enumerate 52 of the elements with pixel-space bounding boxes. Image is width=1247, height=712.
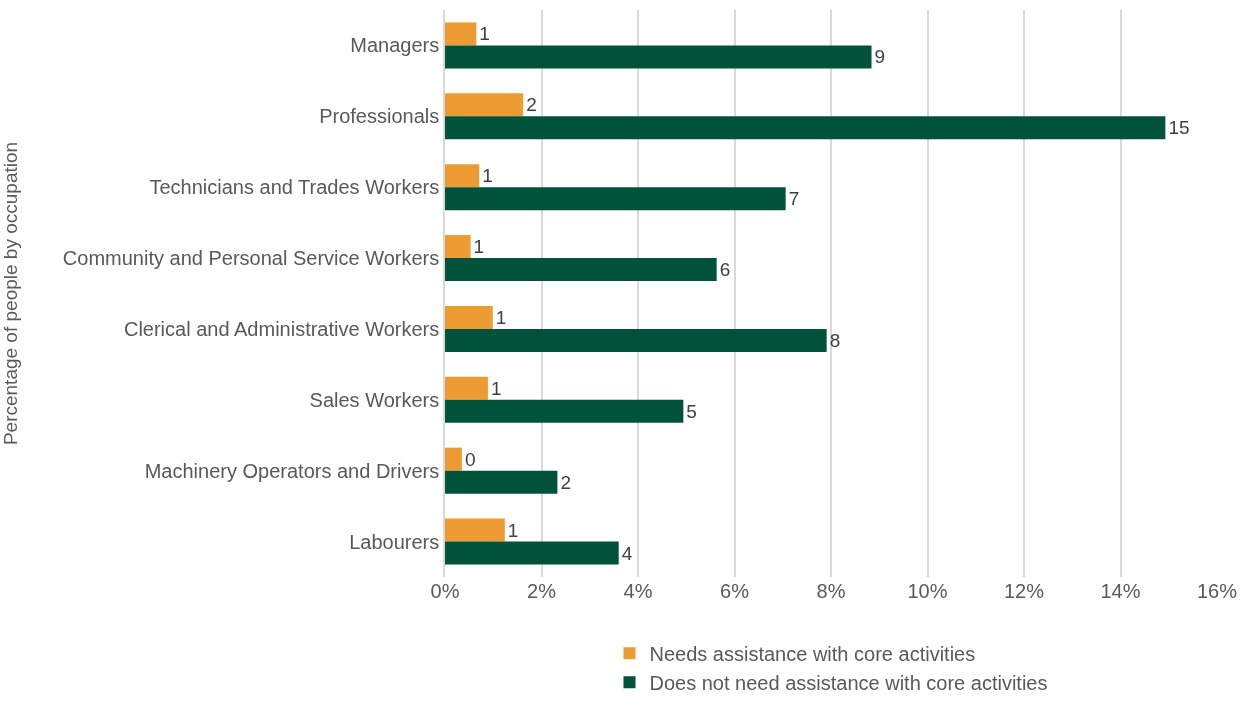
- bar: [445, 376, 488, 400]
- bar: [445, 447, 462, 471]
- y-tick-label: Managers: [350, 34, 440, 57]
- bar: [445, 258, 717, 282]
- data-label: 5: [686, 400, 697, 422]
- x-tick-label: 12%: [1003, 580, 1045, 602]
- x-tick-label: 6%: [720, 580, 750, 602]
- bar: [445, 45, 872, 69]
- bar: [445, 164, 480, 188]
- y-tick-label: Community and Personal Service Workers: [62, 247, 440, 270]
- x-tick-label: 10%: [907, 580, 948, 602]
- bar: [445, 541, 619, 565]
- bar: [445, 399, 684, 423]
- data-label: 1: [490, 377, 502, 399]
- data-label: 1: [495, 306, 507, 328]
- data-label: 1: [482, 165, 493, 187]
- data-label: 2: [560, 471, 571, 493]
- y-tick-label: Clerical and Administrative Workers: [123, 317, 440, 340]
- x-tick-label: 2%: [527, 580, 557, 602]
- data-label: 7: [788, 188, 800, 210]
- data-label: 9: [874, 46, 886, 68]
- data-label: 1: [473, 236, 485, 258]
- bar: [445, 93, 524, 117]
- y-axis-title: Percentage of people by occupation: [0, 141, 22, 446]
- x-tick-label: 4%: [623, 580, 653, 602]
- y-tick-label: Labourers: [349, 530, 440, 553]
- data-label: 1: [507, 519, 519, 541]
- data-label: 1: [479, 23, 490, 45]
- bar: [445, 187, 786, 211]
- x-tick-label: 14%: [1100, 580, 1141, 602]
- legend-label: Does not need assistance with core activities: [649, 672, 1048, 694]
- bar: [445, 518, 505, 542]
- y-tick-label: Machinery Operators and Drivers: [144, 459, 440, 482]
- data-label: 2: [526, 94, 537, 116]
- legend-label: Needs assistance with core activities: [649, 643, 976, 665]
- y-tick-label: Technicians and Trades Workers: [149, 176, 440, 199]
- data-label: 0: [464, 448, 476, 470]
- bar: [445, 235, 471, 259]
- y-tick-label: Sales Workers: [309, 388, 440, 411]
- data-label: 6: [719, 259, 731, 281]
- x-tick-label: 0%: [430, 580, 460, 602]
- bar: [445, 470, 558, 494]
- bar: [445, 305, 493, 329]
- data-label: 4: [621, 542, 633, 564]
- bar: [445, 116, 1166, 140]
- x-tick-label: 16%: [1196, 580, 1238, 602]
- bar: [445, 328, 827, 352]
- x-tick-label: 8%: [816, 580, 846, 602]
- data-label: 15: [1168, 117, 1190, 139]
- data-label: 8: [829, 329, 841, 351]
- y-tick-label: Professionals: [319, 105, 440, 128]
- bar: [445, 22, 477, 46]
